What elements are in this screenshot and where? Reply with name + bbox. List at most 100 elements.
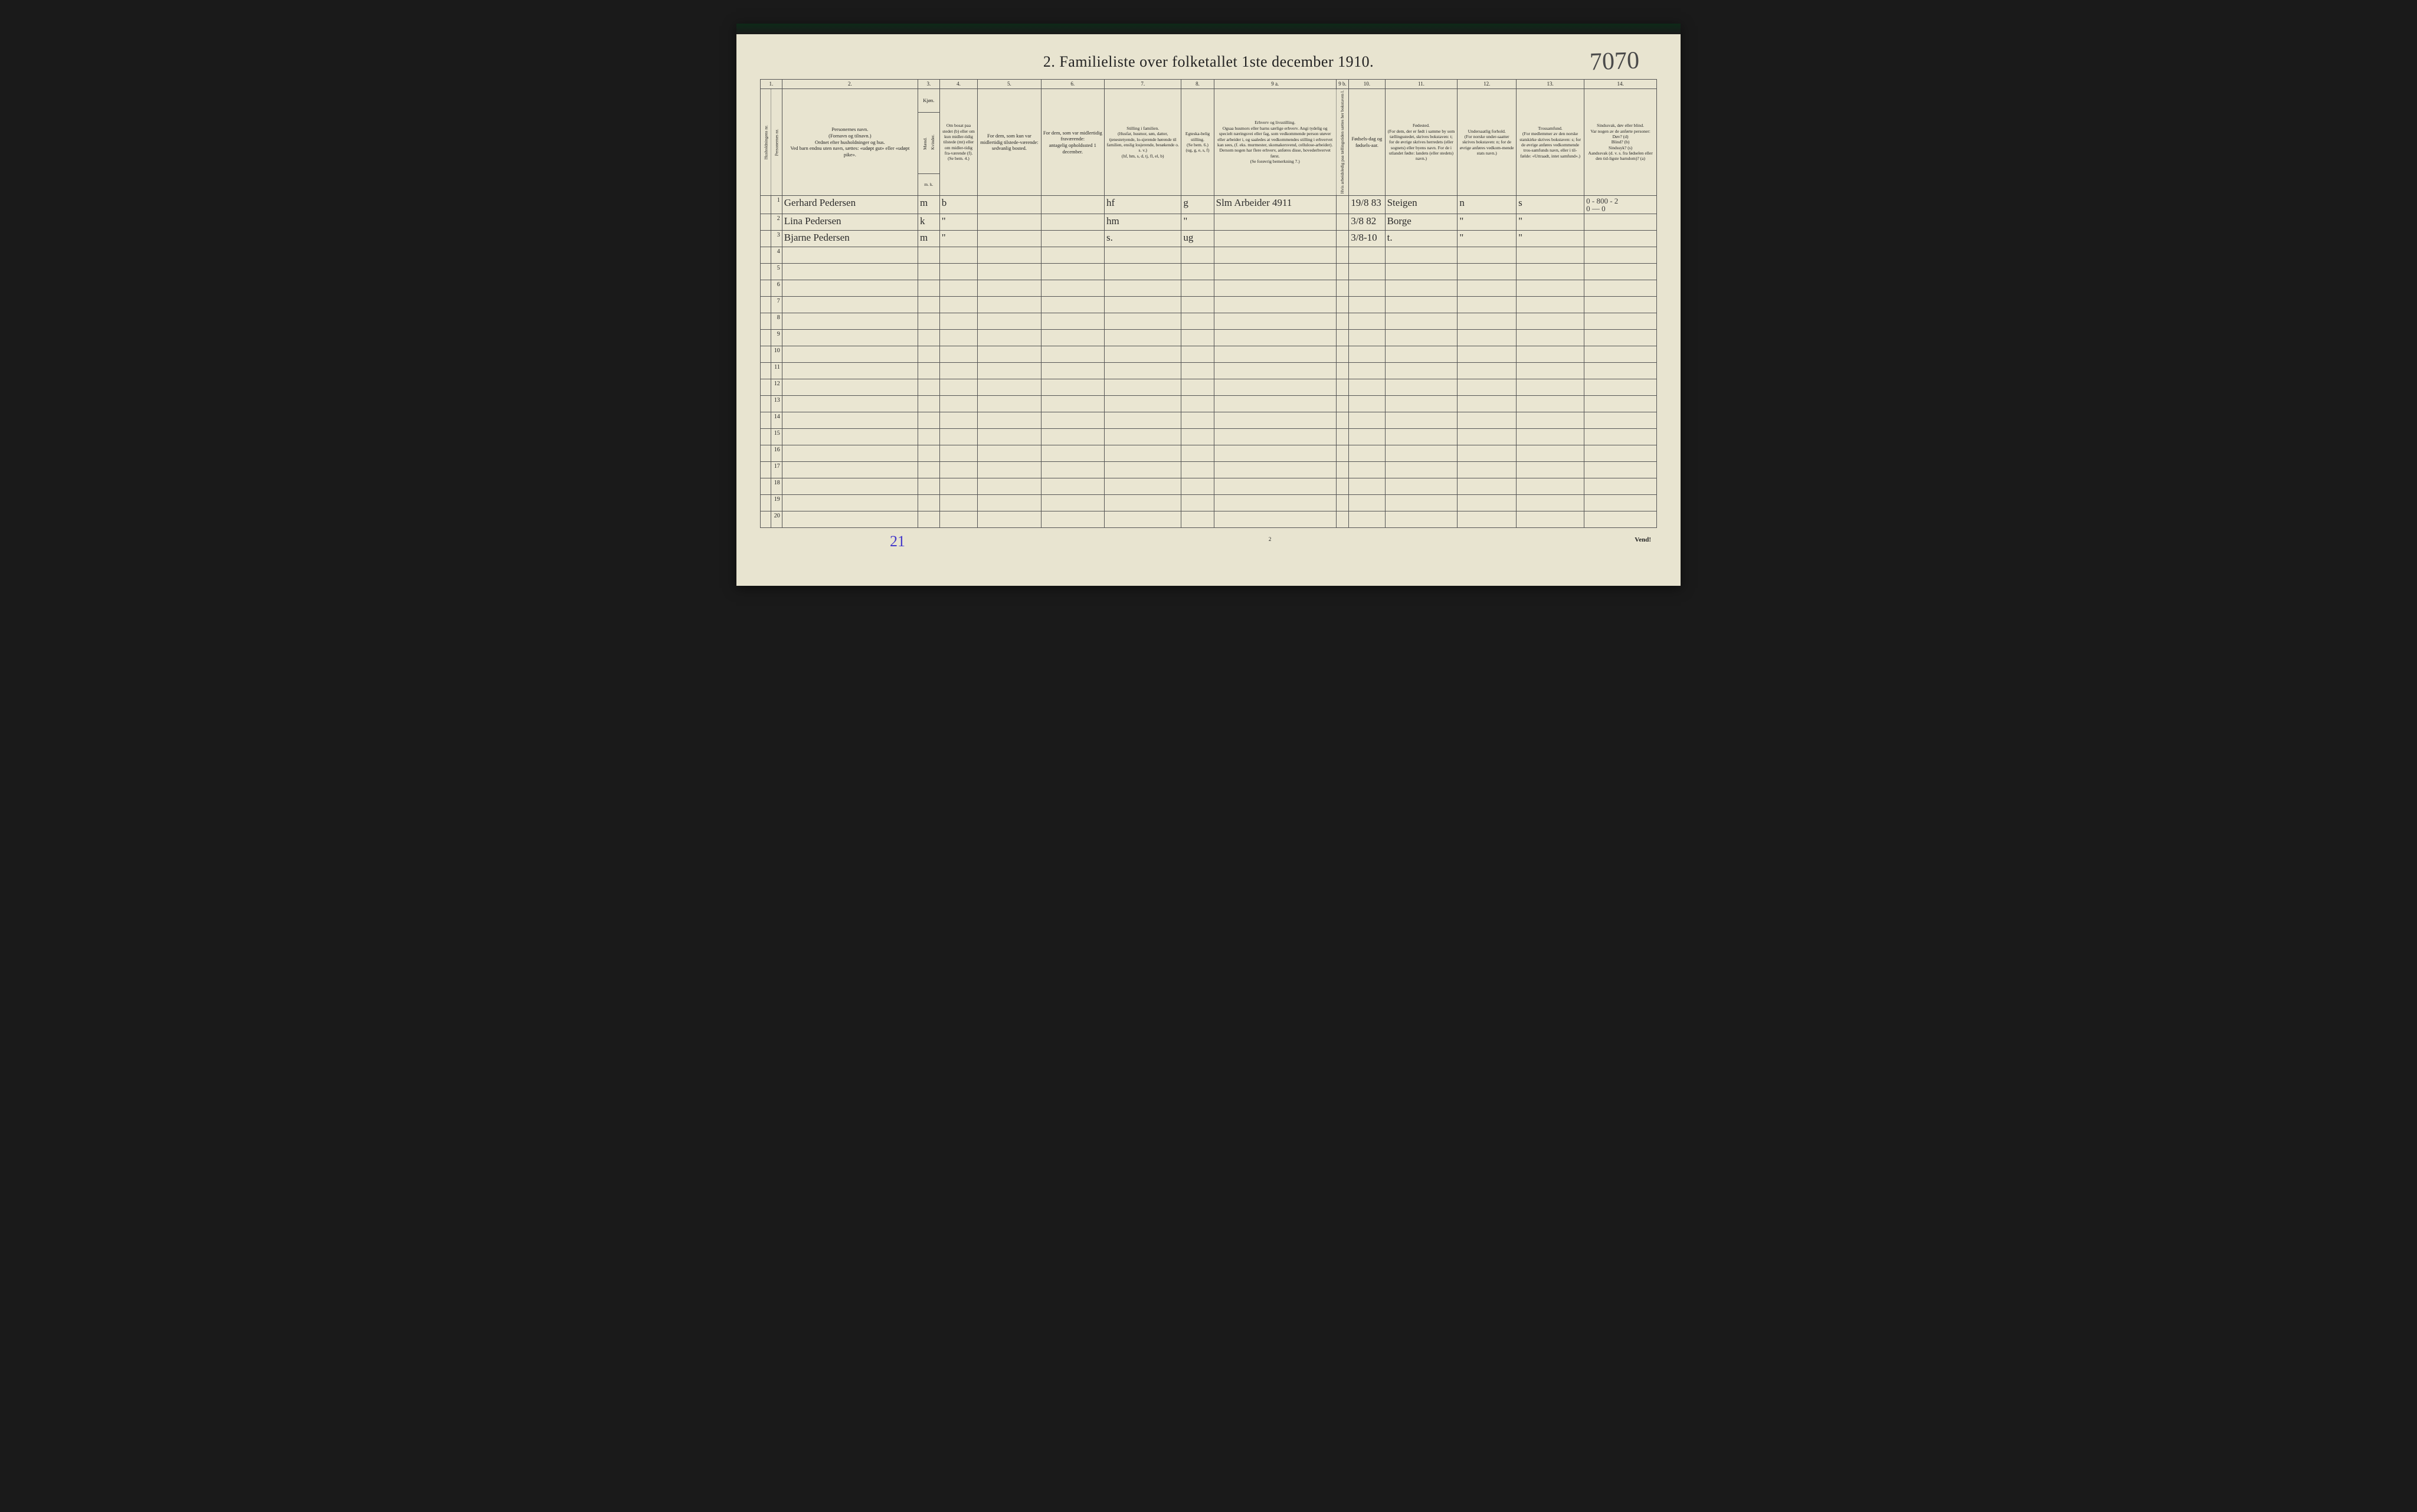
footer-turn: Vend! bbox=[1635, 536, 1651, 550]
table-row: 19 bbox=[761, 494, 1657, 511]
cell bbox=[978, 412, 1041, 428]
cell bbox=[1385, 494, 1458, 511]
cell bbox=[782, 478, 918, 494]
cell bbox=[1517, 280, 1584, 296]
cell bbox=[918, 461, 939, 478]
colnum-1: 1. bbox=[761, 80, 782, 89]
cell bbox=[1517, 362, 1584, 379]
cell bbox=[1336, 346, 1348, 362]
census-page: 2. Familieliste over folketallet 1ste de… bbox=[736, 24, 1681, 586]
cell bbox=[1385, 362, 1458, 379]
cell bbox=[1336, 313, 1348, 329]
cell bbox=[1105, 511, 1181, 527]
table-row: 6 bbox=[761, 280, 1657, 296]
margin-note bbox=[1584, 494, 1657, 511]
cell bbox=[939, 247, 977, 263]
cell bbox=[978, 230, 1041, 247]
cell bbox=[978, 214, 1041, 230]
table-row: 10 bbox=[761, 346, 1657, 362]
cell bbox=[1336, 412, 1348, 428]
cell bbox=[1041, 395, 1104, 412]
cell bbox=[1349, 247, 1385, 263]
cell bbox=[1181, 346, 1214, 362]
margin-note bbox=[1584, 247, 1657, 263]
table-header: 1. 2. 3. 4. 5. 6. 7. 8. 9 a. 9 b. 10. 11… bbox=[761, 80, 1657, 196]
cell: Lina Pedersen bbox=[782, 214, 918, 230]
cell bbox=[782, 247, 918, 263]
cell bbox=[1336, 362, 1348, 379]
cell bbox=[1214, 412, 1336, 428]
row-number: 1 bbox=[771, 195, 782, 214]
cell bbox=[939, 329, 977, 346]
cell bbox=[1214, 329, 1336, 346]
cell bbox=[1458, 263, 1517, 280]
cell bbox=[1041, 478, 1104, 494]
colnum-12: 12. bbox=[1458, 80, 1517, 89]
cell: " bbox=[1517, 214, 1584, 230]
cell bbox=[1385, 379, 1458, 395]
household-number bbox=[761, 263, 771, 280]
cell bbox=[1385, 461, 1458, 478]
cell bbox=[1336, 329, 1348, 346]
cell bbox=[1181, 263, 1214, 280]
cell bbox=[1041, 195, 1104, 214]
cell bbox=[1105, 263, 1181, 280]
cell bbox=[1385, 511, 1458, 527]
cell: m bbox=[918, 195, 939, 214]
cell bbox=[1105, 428, 1181, 445]
cell bbox=[1041, 494, 1104, 511]
cell bbox=[1336, 461, 1348, 478]
cell bbox=[1041, 511, 1104, 527]
cell bbox=[978, 461, 1041, 478]
hdr-sex-mk: Mænd. Kvinder. bbox=[918, 112, 939, 174]
cell: n bbox=[1458, 195, 1517, 214]
cell bbox=[1041, 379, 1104, 395]
cell bbox=[1517, 379, 1584, 395]
cell: s bbox=[1517, 195, 1584, 214]
cell bbox=[1181, 313, 1214, 329]
margin-note bbox=[1584, 296, 1657, 313]
cell bbox=[782, 280, 918, 296]
cell bbox=[1517, 412, 1584, 428]
table-row: 12 bbox=[761, 379, 1657, 395]
cell: k bbox=[918, 214, 939, 230]
cell bbox=[978, 379, 1041, 395]
cell bbox=[918, 280, 939, 296]
colnum-2: 2. bbox=[782, 80, 918, 89]
household-number bbox=[761, 461, 771, 478]
cell bbox=[1517, 263, 1584, 280]
cell bbox=[939, 379, 977, 395]
cell bbox=[1181, 247, 1214, 263]
household-number bbox=[761, 280, 771, 296]
margin-note bbox=[1584, 412, 1657, 428]
colnum-8: 8. bbox=[1181, 80, 1214, 89]
hdr-occupation: Erhverv og livsstilling. Ogsaa husmors e… bbox=[1214, 89, 1336, 195]
cell bbox=[782, 296, 918, 313]
margin-note bbox=[1584, 445, 1657, 461]
handwritten-page-number: 7070 bbox=[1589, 47, 1640, 77]
cell bbox=[978, 280, 1041, 296]
cell bbox=[1041, 445, 1104, 461]
cell bbox=[1517, 247, 1584, 263]
cell bbox=[1458, 478, 1517, 494]
cell bbox=[1517, 329, 1584, 346]
cell bbox=[782, 313, 918, 329]
cell: " bbox=[1517, 230, 1584, 247]
household-number bbox=[761, 313, 771, 329]
cell bbox=[782, 511, 918, 527]
cell bbox=[1349, 362, 1385, 379]
cell bbox=[1336, 478, 1348, 494]
cell bbox=[1105, 478, 1181, 494]
cell bbox=[1336, 280, 1348, 296]
cell bbox=[939, 280, 977, 296]
cell bbox=[1517, 494, 1584, 511]
household-number bbox=[761, 296, 771, 313]
cell bbox=[918, 346, 939, 362]
cell: t. bbox=[1385, 230, 1458, 247]
cell bbox=[1105, 494, 1181, 511]
household-number bbox=[761, 428, 771, 445]
cell bbox=[978, 362, 1041, 379]
cell bbox=[1458, 494, 1517, 511]
cell bbox=[978, 428, 1041, 445]
row-number: 5 bbox=[771, 263, 782, 280]
